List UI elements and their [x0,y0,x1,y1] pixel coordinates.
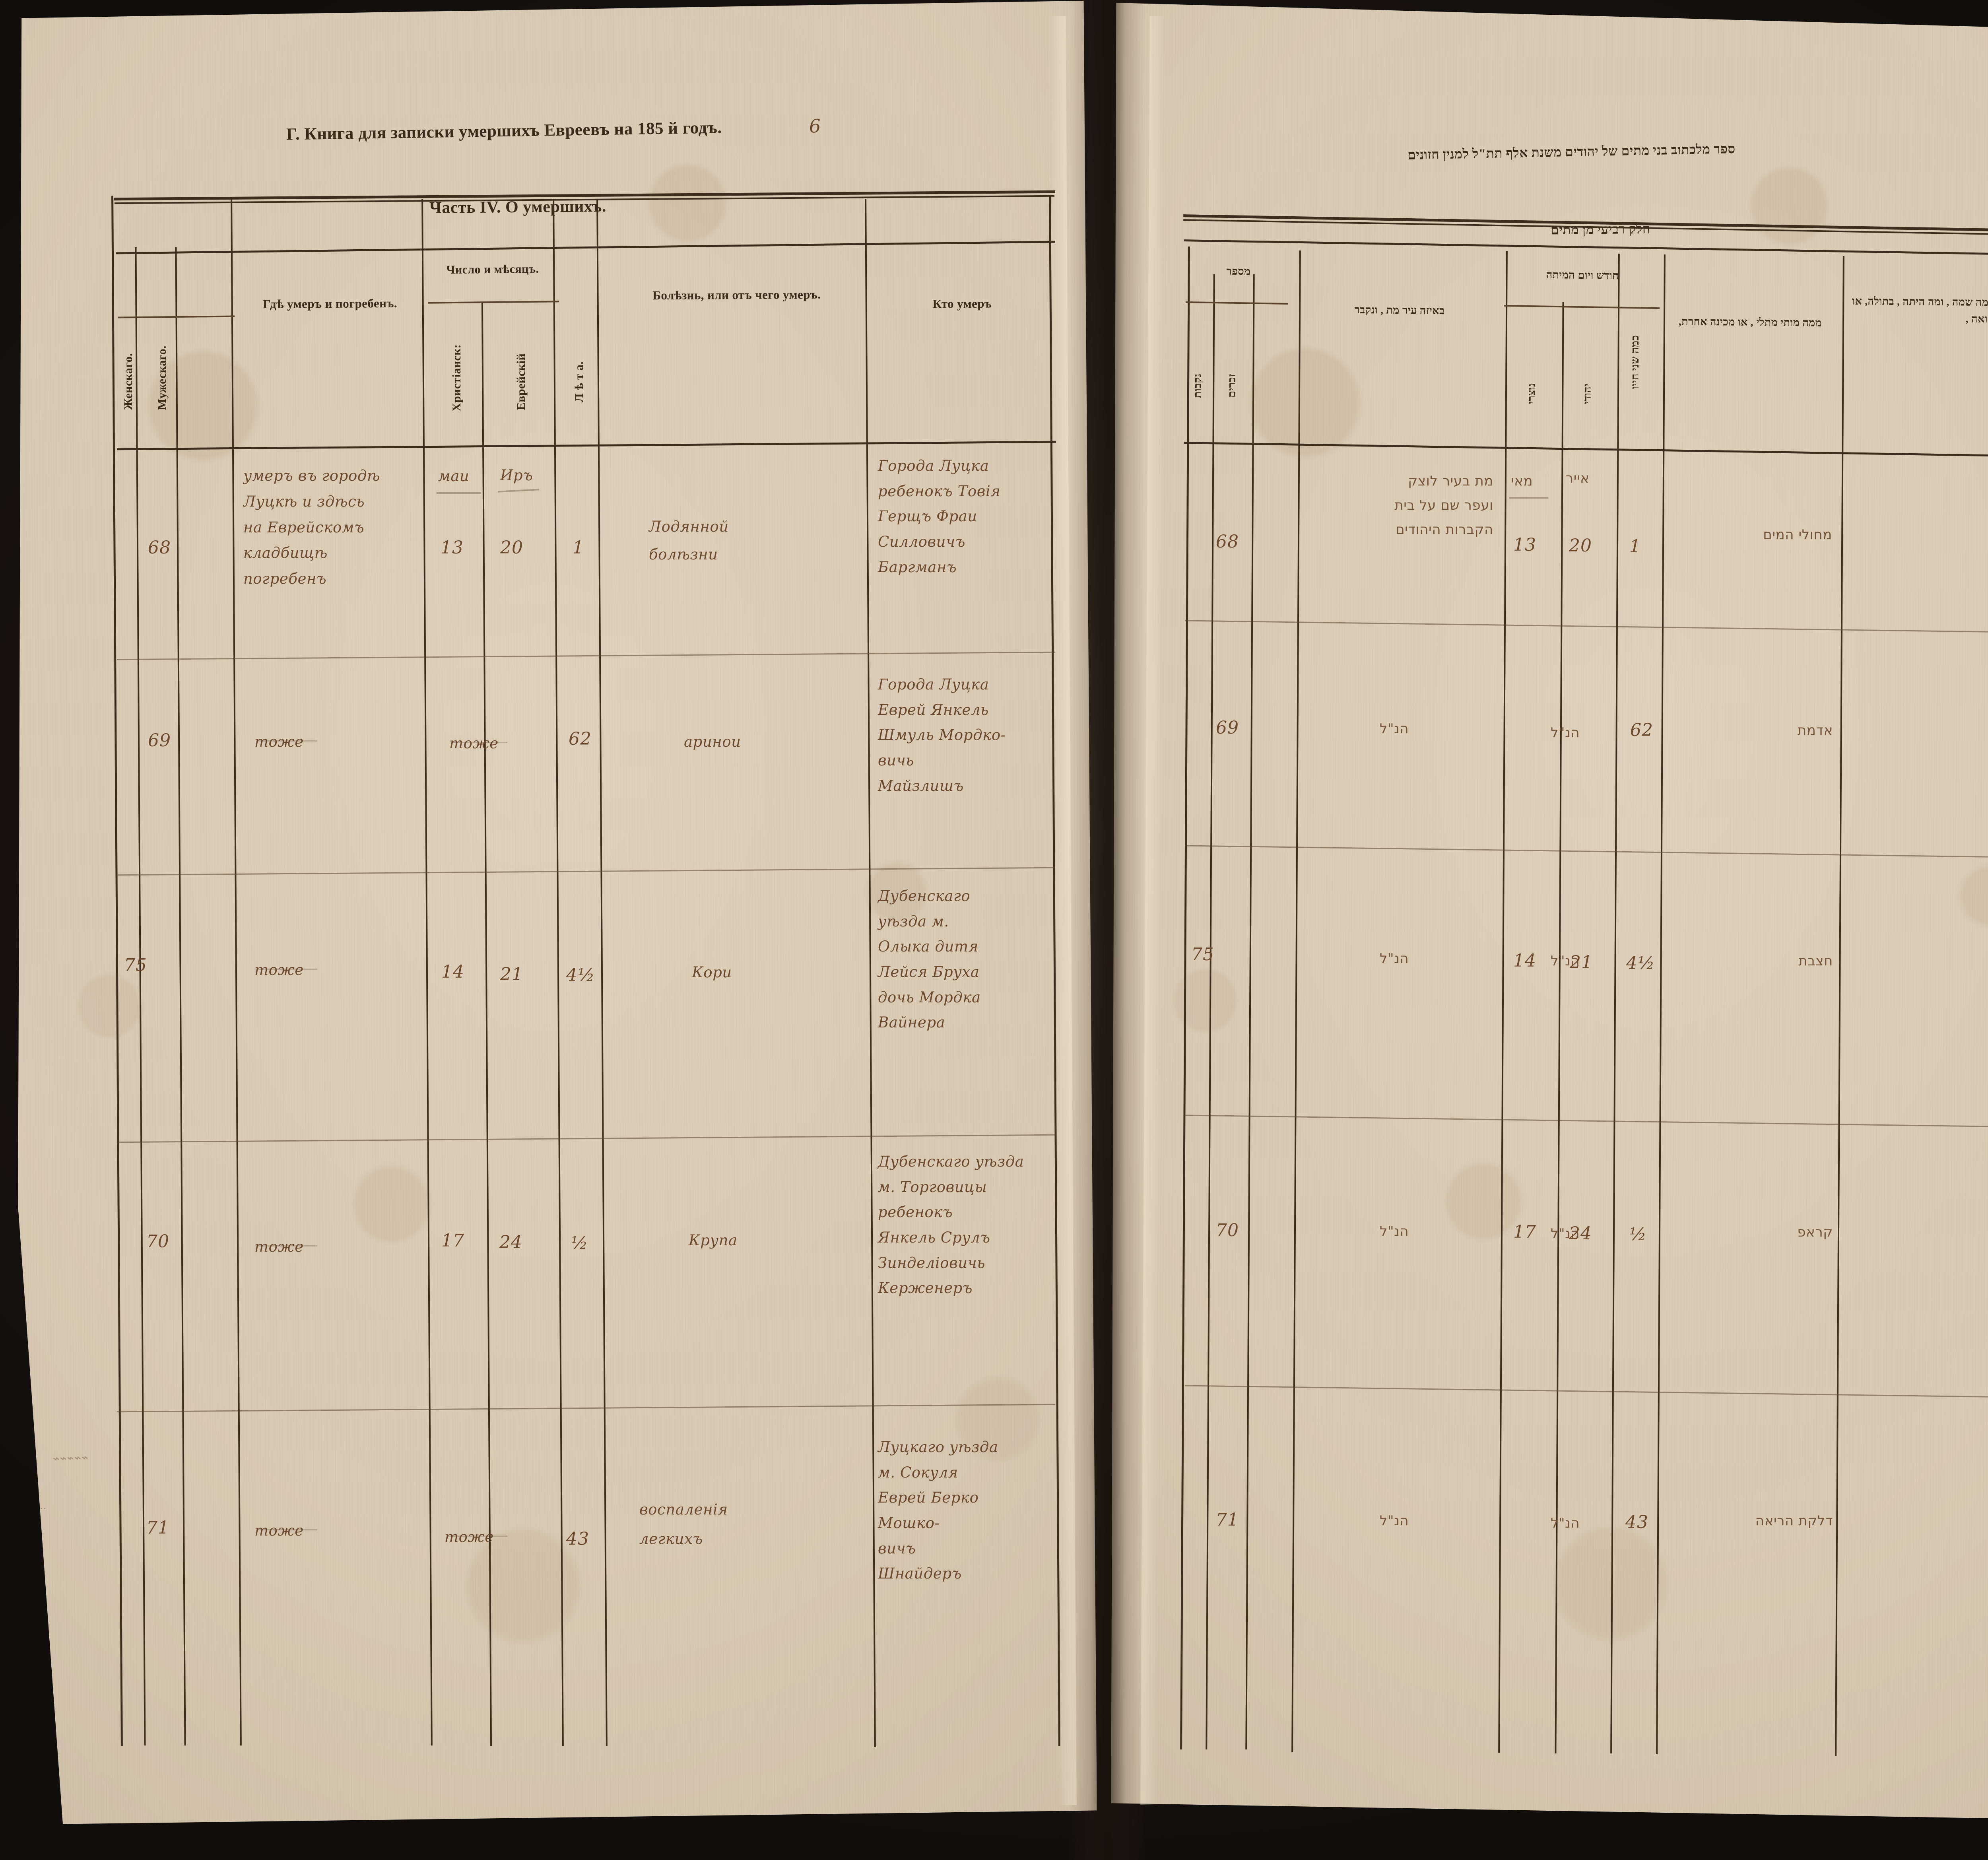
cell-he-years: 4½ [1626,953,1655,973]
cell-he-male-number: 68 [1216,532,1239,552]
cell-he-month-christian: מאי [1511,473,1533,489]
header-place: Гдѣ умеръ и погребенъ. [262,296,398,311]
cell-month-christian: тоже [449,735,499,752]
cell-day-christian: 13 [441,538,464,558]
cell-he-month-christian: הנ"ל [1551,1515,1580,1531]
cell-he-place: הנ"ל [1380,1223,1409,1239]
cell-he-month-christian: הנ"ל [1551,1226,1580,1242]
cell-male-number: 69 [148,730,171,751]
header-female: Женскаго. [122,353,135,410]
header-male: Мужескаго. [155,345,169,410]
cell-male-number: 68 [148,538,171,558]
left-part-title: Часть IV. О умершихъ. [429,197,607,217]
cell-he-cause: דלקת הריאה [1755,1513,1833,1529]
header-he-number-female: נקבות [1192,373,1204,398]
cell-he-day-jewish: 21 [1570,952,1593,973]
cell-he-who: יאנקיל שמואל בן מרדכי מייזליש [1849,690,1988,763]
cell-he-place: מת בעיר לוצק ועפר שם על בית הקברות היהוד… [1394,473,1493,538]
cell-place: тоже [254,1522,304,1539]
cell-he-month-jewish: אייר [1566,470,1590,486]
cell-he-day-christian: 14 [1513,951,1536,971]
header-illness: Болѣзнь, или отъ чего умеръ. [652,287,821,303]
cell-years: 62 [569,729,592,749]
header-he-date-jewish: יהודי [1581,383,1593,404]
cell-he-day-christian: 17 [1513,1222,1536,1242]
cell-place: тоже [254,1238,304,1255]
right-part-title: חלק רביעי מן מתים [1550,222,1651,238]
cell-female-number: 75 [124,955,147,975]
cell-he-years: 43 [1625,1512,1648,1532]
cell-he-years: 62 [1630,720,1653,740]
cell-who: Луцкаго уѣзда м. Сокуля Еврей Берко Мошк… [878,1439,998,1582]
cell-who: Дубенскаго уѣзда м. Олыка дитя Лейся Бру… [878,887,981,1031]
cell-he-month-christian: הנ"ל [1551,725,1580,741]
cell-he-month-christian: הנ"ל [1551,953,1580,969]
cell-day-jewish: 21 [500,964,523,984]
cell-he-male-number: 71 [1216,1510,1239,1530]
cell-years: 1 [573,538,584,558]
cell-illness: Лодянной болѣзни [649,518,729,563]
cell-years: 4½ [566,965,595,985]
cell-month-jewish: Иръ [500,467,533,484]
cell-he-years: 1 [1629,536,1641,557]
cell-he-cause: חצבת [1798,953,1833,969]
cell-who: Дубенскаго уѣзда м. Торговицы ребенокъ Я… [878,1153,1024,1297]
cell-day-jewish: 20 [500,538,523,558]
cell-male-number: 70 [146,1231,169,1252]
cell-he-place: הנ"ל [1380,951,1409,967]
cell-month-christian: тоже [445,1528,494,1545]
header-he-who: מי מת ומה שמו , ומעמדו , או מה שמה , ומה… [1852,295,1988,325]
cell-he-cause: קראפ [1797,1224,1833,1240]
cell-place: тоже [254,733,304,750]
cell-he-who: ילד יאנקיל שרול בן זינדיל קערזשנער מן טא… [1849,1163,1988,1260]
cell-he-day-christian: 13 [1513,535,1536,555]
cell-place: умеръ въ городѣ Луцкѣ и здѣсь на Еврейск… [243,467,381,587]
margin-scribble: ·· [40,1503,47,1515]
cell-who: Города Луцка Еврей Янкель Шмуль Мордко- … [878,676,1006,794]
cell-illness: Крупа [689,1232,738,1249]
cell-he-who: ילד טוביה הירש בן פרוי זעליג בארגמאן [1849,499,1988,572]
cell-day-christian: 17 [441,1231,464,1251]
cell-he-place: הנ"ל [1380,1513,1409,1529]
cell-he-female-number: 75 [1191,944,1214,965]
header-he-place: באיזה עיר מת , ונקבר [1354,303,1445,317]
header-date-jewish: Еврейскiй [514,353,528,410]
cell-he-male-number: 70 [1216,1220,1239,1241]
margin-scribble: ⌁⌁⌁⌁⌁ [51,1450,88,1466]
header-he-cause: ממה מותי מתלי , או מכינה אחרת, [1678,315,1822,329]
cell-he-day-jewish: 20 [1569,536,1592,556]
cell-illness: воспаленiя легкихъ [639,1501,728,1547]
cell-he-who: ילדה ליבא ברכה בת מרדכי וויינער מאלק פלך… [1849,895,1988,992]
cell-years: ½ [571,1233,588,1253]
header-he-date-christian: נוצרי [1526,383,1538,404]
cell-he-who: בערקא משקאוויץ שניידער מן סאקול פלך לוצק [1849,1419,1988,1520]
cell-he-cause: אדמת [1797,722,1833,738]
cell-place: тоже [254,961,304,979]
header-he-years: כמה שני חייו [1629,335,1641,389]
cell-day-jewish: 24 [499,1232,522,1252]
header-years: Л ѣ т а. [573,361,586,402]
cell-illness: аринои [684,733,741,750]
cell-he-day-jewish: 24 [1569,1223,1592,1244]
cell-day-christian: 14 [441,962,464,982]
cell-illness: Кори [692,964,732,981]
header-he-number-group: מספר [1226,265,1251,278]
cell-he-place: הנ"ל [1380,721,1409,737]
header-date-christian: Христiанск: [450,344,463,412]
header-who: Кто умеръ [932,296,992,311]
cell-years: 43 [566,1529,589,1549]
cell-he-male-number: 69 [1216,718,1239,738]
header-he-number-male: זכרים [1226,374,1238,398]
cell-he-cause: מחולי המים [1763,527,1832,543]
cell-he-years: ½ [1629,1224,1647,1245]
cell-male-number: 71 [146,1518,169,1538]
header-date-group: Число и мѣсяцъ. [446,262,539,277]
cell-month-christian: маи [438,468,470,485]
title-year-overwrite: 6 [808,115,821,137]
cell-who: Города Луцка ребенокъ Товiя Герщъ Фраи С… [878,457,1001,576]
